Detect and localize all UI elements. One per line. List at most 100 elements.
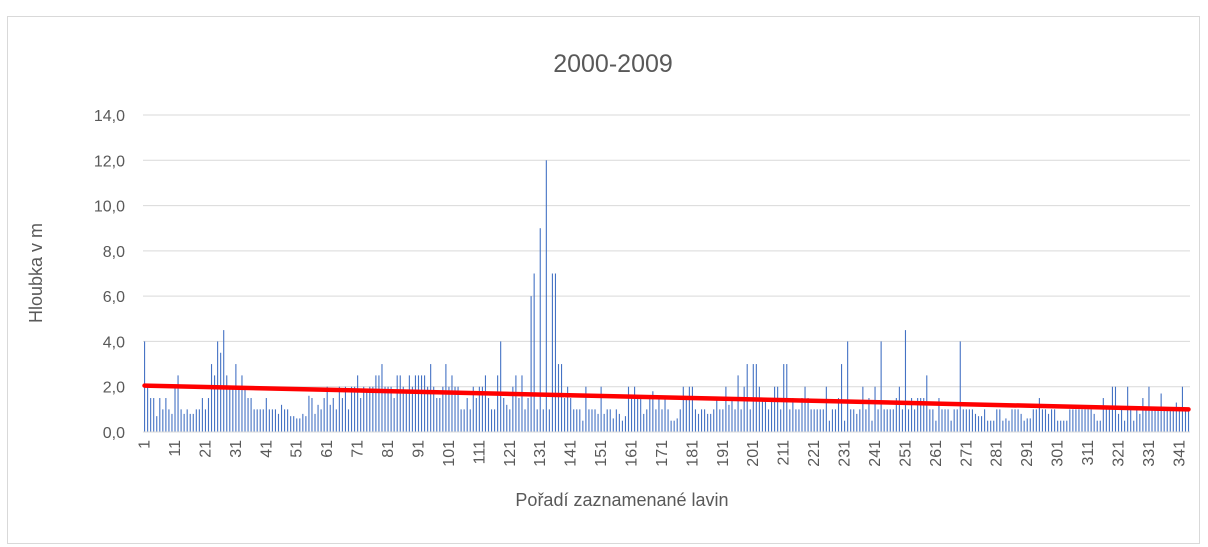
bar bbox=[317, 404, 319, 432]
bar bbox=[725, 386, 727, 432]
bar bbox=[171, 413, 173, 432]
bar bbox=[363, 386, 365, 432]
bar bbox=[877, 409, 879, 432]
bar bbox=[606, 409, 608, 432]
bar bbox=[384, 386, 386, 432]
bar bbox=[442, 386, 444, 432]
bar bbox=[892, 409, 894, 432]
bar bbox=[183, 413, 185, 432]
bar bbox=[1038, 398, 1040, 432]
bar bbox=[238, 386, 240, 432]
bar bbox=[929, 409, 931, 432]
bar bbox=[716, 398, 718, 432]
bar bbox=[637, 398, 639, 432]
bar bbox=[567, 386, 569, 432]
x-tick-label: 131 bbox=[532, 440, 549, 467]
x-tick-label: 111 bbox=[471, 440, 488, 464]
bar bbox=[530, 296, 532, 432]
bar bbox=[204, 409, 206, 432]
bar bbox=[469, 409, 471, 432]
bar bbox=[210, 364, 213, 432]
bar bbox=[1041, 409, 1043, 432]
bar bbox=[971, 409, 973, 432]
bar bbox=[515, 375, 517, 432]
bar bbox=[445, 364, 447, 432]
bar bbox=[405, 391, 407, 432]
bar bbox=[341, 398, 343, 432]
x-tick-label: 41 bbox=[258, 440, 275, 458]
bar bbox=[795, 409, 797, 432]
y-tick-label: 14,0 bbox=[94, 108, 125, 125]
bar bbox=[1014, 409, 1016, 432]
bar bbox=[944, 409, 946, 432]
bar bbox=[880, 341, 882, 432]
bar bbox=[524, 409, 526, 432]
x-tick-label: 341 bbox=[1171, 440, 1188, 467]
bar bbox=[265, 398, 267, 432]
bar bbox=[874, 386, 876, 432]
bar bbox=[609, 409, 611, 432]
bar bbox=[582, 420, 584, 432]
bar bbox=[758, 386, 760, 432]
bar bbox=[688, 386, 690, 432]
bar bbox=[886, 409, 888, 432]
bar bbox=[1035, 409, 1037, 432]
bar bbox=[198, 409, 200, 432]
chart-title: 2000-2009 bbox=[553, 50, 673, 78]
bar bbox=[542, 409, 544, 432]
bar bbox=[737, 375, 739, 432]
bar bbox=[935, 420, 937, 432]
bar bbox=[1163, 409, 1165, 432]
bar bbox=[959, 341, 961, 432]
bar bbox=[500, 341, 502, 432]
y-tick-label: 4,0 bbox=[103, 334, 125, 351]
bar bbox=[408, 375, 410, 432]
bar bbox=[819, 409, 821, 432]
bar bbox=[323, 398, 325, 432]
bar bbox=[813, 409, 815, 432]
bar bbox=[883, 409, 885, 432]
bar bbox=[1136, 409, 1138, 432]
bar bbox=[1072, 409, 1074, 432]
bar bbox=[789, 409, 791, 432]
y-tick-label: 6,0 bbox=[103, 289, 125, 306]
x-tick-label: 321 bbox=[1110, 440, 1127, 467]
bar bbox=[649, 398, 651, 432]
bar bbox=[734, 409, 736, 432]
bar bbox=[1026, 418, 1028, 432]
y-axis-title: Hloubka v m bbox=[26, 223, 46, 323]
bar bbox=[168, 409, 170, 432]
bar bbox=[780, 409, 782, 432]
bar bbox=[335, 409, 337, 432]
bar bbox=[372, 386, 374, 432]
bar bbox=[807, 398, 809, 432]
x-tick-label: 21 bbox=[197, 440, 214, 458]
bar bbox=[424, 375, 426, 432]
bar bbox=[402, 386, 404, 432]
bar bbox=[344, 386, 346, 432]
bar bbox=[177, 375, 179, 432]
bar bbox=[253, 409, 255, 432]
bar bbox=[871, 420, 873, 432]
bar bbox=[1020, 413, 1022, 432]
bar bbox=[484, 375, 487, 432]
bar bbox=[241, 375, 243, 432]
x-tick-label: 221 bbox=[806, 440, 823, 467]
bar bbox=[837, 398, 840, 432]
bar bbox=[573, 409, 575, 432]
bar bbox=[907, 409, 910, 432]
bar bbox=[597, 413, 599, 432]
bar bbox=[993, 420, 995, 432]
x-tick-label: 51 bbox=[289, 440, 306, 458]
bar bbox=[624, 416, 627, 432]
bar bbox=[159, 398, 161, 432]
bar bbox=[914, 409, 916, 432]
bar bbox=[853, 409, 855, 432]
bar bbox=[427, 386, 429, 432]
bar bbox=[594, 409, 596, 432]
bar bbox=[1002, 420, 1004, 432]
bar bbox=[463, 409, 465, 432]
bar bbox=[798, 409, 800, 432]
bar bbox=[1005, 418, 1007, 432]
bar bbox=[153, 398, 155, 432]
